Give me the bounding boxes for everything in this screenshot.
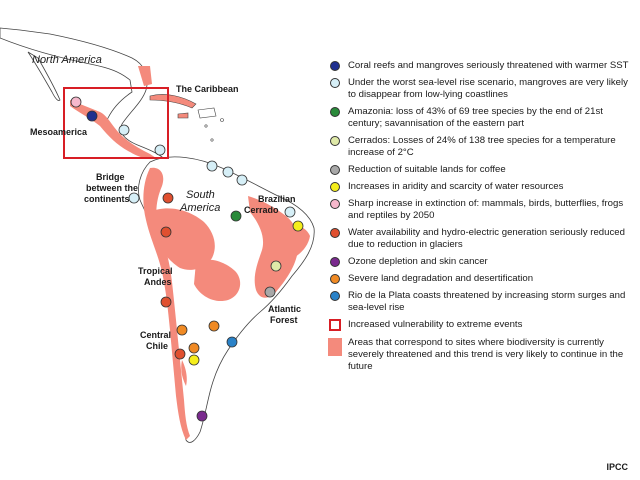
- marker-lightblue: [284, 206, 296, 218]
- atlantic-threatened-area: [279, 223, 310, 260]
- marker-green: [230, 210, 242, 222]
- marker-yellow: [292, 220, 304, 232]
- marker-lightblue: [154, 144, 166, 156]
- legend-item: Water availability and hydro-electric ge…: [328, 227, 633, 251]
- label-central-2: Chile: [146, 341, 168, 351]
- label-south-2: America: [179, 202, 220, 214]
- cuba-island: [149, 94, 197, 109]
- small-island: [204, 124, 208, 128]
- legend-color-swatch: [330, 182, 340, 192]
- label-tropical-1: Tropical: [138, 266, 173, 276]
- legend-text: Under the worst sea-level rise scenario,…: [348, 77, 628, 100]
- label-tropical-2: Andes: [144, 277, 172, 287]
- legend-item: Reduction of suitable lands for coffee: [328, 164, 633, 176]
- caribbean-threatened-area: [138, 66, 152, 86]
- legend-item: Cerrados: Losses of 24% of 138 tree spec…: [328, 135, 633, 159]
- legend-text: Sharp increase in extinction of: mammals…: [348, 198, 624, 221]
- label-mesoamerica: Mesoamerica: [30, 127, 88, 137]
- map-legend: Coral reefs and mangroves seriously thre…: [328, 60, 633, 373]
- legend-items: Coral reefs and mangroves seriously thre…: [328, 60, 633, 314]
- legend-item: Amazonia: loss of 43% of 69 tree species…: [328, 106, 633, 130]
- baja-california: [27, 51, 61, 101]
- legend-text: Cerrados: Losses of 24% of 138 tree spec…: [348, 135, 616, 158]
- legend-color-swatch: [330, 274, 340, 284]
- marker-red: [160, 296, 172, 308]
- label-bridge-1: Bridge: [96, 172, 125, 182]
- legend-text: Increased vulnerability to extreme event…: [348, 319, 523, 330]
- amazon-threatened-area: [150, 208, 215, 270]
- legend-item: Under the worst sea-level rise scenario,…: [328, 77, 633, 101]
- legend-text: Amazonia: loss of 43% of 69 tree species…: [348, 106, 603, 129]
- legend-color-swatch: [330, 107, 340, 117]
- marker-lightblue: [118, 124, 130, 136]
- marker-lightblue: [222, 166, 234, 178]
- small-island: [220, 118, 224, 122]
- jamaica-island: [177, 112, 189, 119]
- hispaniola-island: [197, 107, 217, 119]
- marker-lightblue: [206, 160, 218, 172]
- vulnerability-box-swatch: [329, 319, 341, 331]
- legend-item: Sharp increase in extinction of: mammals…: [328, 198, 633, 222]
- marker-orange: [208, 320, 220, 332]
- label-south-1: South: [186, 189, 215, 201]
- legend-color-swatch: [330, 291, 340, 301]
- marker-orange: [176, 324, 188, 336]
- legend-item: Rio de la Plata coasts threatened by inc…: [328, 290, 633, 314]
- legend-text: Reduction of suitable lands for coffee: [348, 164, 506, 175]
- legend-text: Increases in aridity and scarcity of wat…: [348, 181, 564, 192]
- marker-red: [174, 348, 186, 360]
- legend-text: Rio de la Plata coasts threatened by inc…: [348, 290, 626, 313]
- threatened-area-swatch: [328, 338, 342, 356]
- marker-lightblue: [128, 192, 140, 204]
- legend-item: Increases in aridity and scarcity of wat…: [328, 181, 633, 193]
- label-brazilian-1: Brazilian: [258, 194, 296, 204]
- small-island: [210, 138, 214, 142]
- legend-text: Water availability and hydro-electric ge…: [348, 227, 625, 250]
- legend-color-swatch: [330, 136, 340, 146]
- legend-text: Ozone depletion and skin cancer: [348, 256, 488, 267]
- marker-purple: [196, 410, 208, 422]
- legend-color-swatch: [330, 165, 340, 175]
- marker-orange: [188, 342, 200, 354]
- legend-text: Severe land degradation and desertificat…: [348, 273, 534, 284]
- marker-grey: [264, 286, 276, 298]
- legend-color-swatch: [330, 78, 340, 88]
- legend-item-threatened-area: Areas that correspond to sites where bio…: [328, 337, 633, 373]
- label-north-america: North America: [32, 54, 102, 66]
- central-threatened-area: [194, 259, 241, 302]
- legend-item: Ozone depletion and skin cancer: [328, 256, 633, 268]
- marker-lightblue: [236, 174, 248, 186]
- increased-vulnerability-box: [63, 87, 169, 159]
- marker-pink-mesoamerica: [70, 96, 82, 108]
- label-atlantic-1: Atlantic: [268, 304, 301, 314]
- legend-item: Coral reefs and mangroves seriously thre…: [328, 60, 633, 72]
- patagonia-threatened-area: [181, 360, 187, 386]
- marker-blue: [226, 336, 238, 348]
- label-bridge-3: continents: [84, 194, 130, 204]
- legend-text: Coral reefs and mangroves seriously thre…: [348, 60, 629, 71]
- marker-red: [160, 226, 172, 238]
- brazil-threatened-area: [248, 196, 299, 298]
- label-the-caribbean: The Caribbean: [176, 84, 239, 94]
- legend-color-swatch: [330, 257, 340, 267]
- label-atlantic-2: Forest: [270, 315, 298, 325]
- north-america-landmass: [0, 27, 170, 163]
- legend-item: Severe land degradation and desertificat…: [328, 273, 633, 285]
- marker-red: [162, 192, 174, 204]
- source-credit: IPCC: [606, 462, 628, 472]
- legend-item-vulnerability: Increased vulnerability to extreme event…: [328, 319, 633, 331]
- legend-color-swatch: [330, 199, 340, 209]
- label-bridge-2: between the: [86, 183, 138, 193]
- label-brazilian-2: Cerrado: [244, 205, 279, 215]
- legend-color-swatch: [330, 228, 340, 238]
- legend-text: Areas that correspond to sites where bio…: [348, 337, 624, 372]
- legend-color-swatch: [330, 61, 340, 71]
- marker-navy-mesoamerica: [86, 110, 98, 122]
- marker-palegreen: [270, 260, 282, 272]
- label-central-1: Central: [140, 330, 171, 340]
- marker-yellow: [188, 354, 200, 366]
- latin-america-map: North America The Caribbean Mesoamerica …: [0, 27, 315, 443]
